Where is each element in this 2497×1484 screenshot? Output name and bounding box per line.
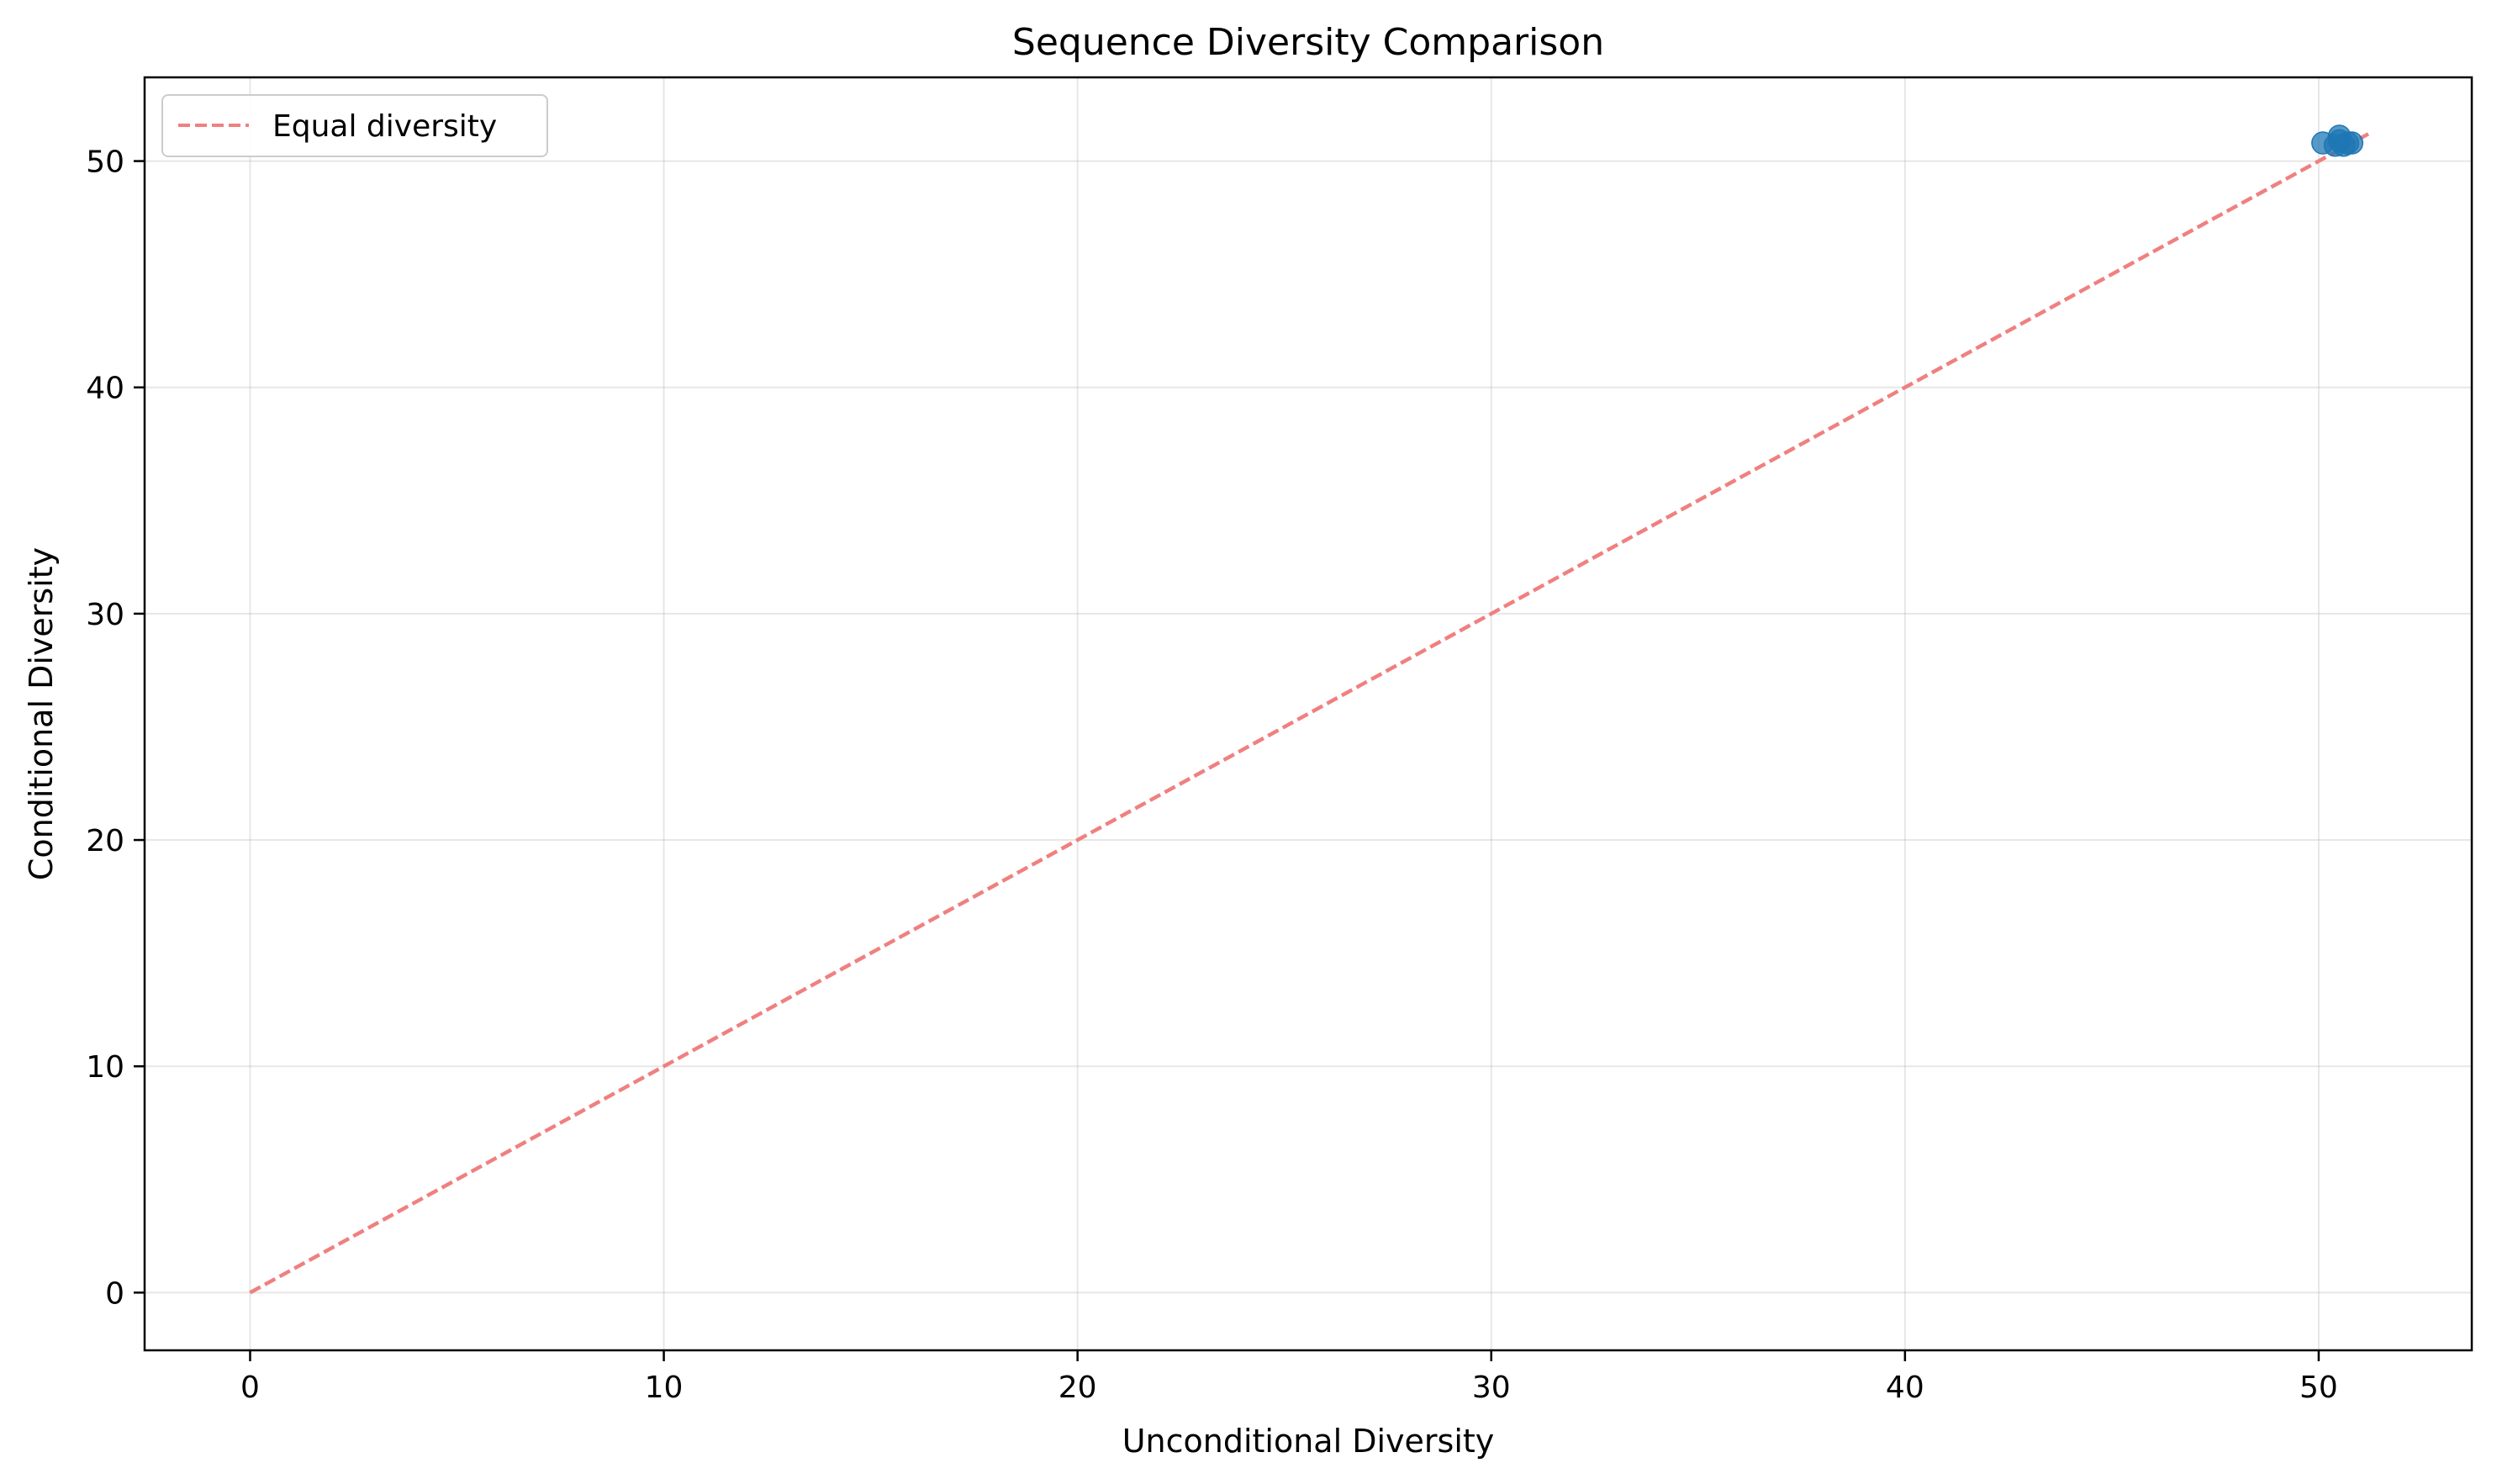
y-tick-label: 40 — [86, 372, 124, 406]
x-tick-label: 10 — [645, 1370, 684, 1405]
y-tick-label: 20 — [86, 824, 124, 858]
equal-diversity-line — [249, 132, 2370, 1295]
series-layer — [249, 124, 2370, 1295]
scatter-point — [2340, 131, 2364, 155]
ticks: 0 10 20 30 40 50 0 10 20 30 40 50 — [86, 145, 2338, 1405]
x-axis-label: Unconditional Diversity — [1122, 1423, 1495, 1460]
y-axis-label: Conditional Diversity — [23, 547, 60, 880]
x-tick-label: 20 — [1058, 1370, 1097, 1405]
x-tick-label: 0 — [240, 1370, 260, 1405]
y-tick-label: 50 — [86, 145, 124, 180]
chart-title: Sequence Diversity Comparison — [1012, 21, 1604, 64]
legend-box — [161, 94, 548, 157]
legend-label-equal-diversity: Equal diversity — [272, 109, 497, 144]
grid — [145, 77, 2472, 1350]
y-tick-label: 30 — [86, 598, 124, 632]
y-tick-label: 0 — [105, 1276, 124, 1311]
x-tick-label: 40 — [1886, 1370, 1924, 1405]
y-tick-label: 10 — [86, 1050, 124, 1085]
legend: Equal diversity — [161, 94, 548, 157]
x-tick-label: 50 — [2299, 1370, 2338, 1405]
x-tick-label: 30 — [1472, 1370, 1511, 1405]
plot-frame — [143, 76, 2473, 1352]
